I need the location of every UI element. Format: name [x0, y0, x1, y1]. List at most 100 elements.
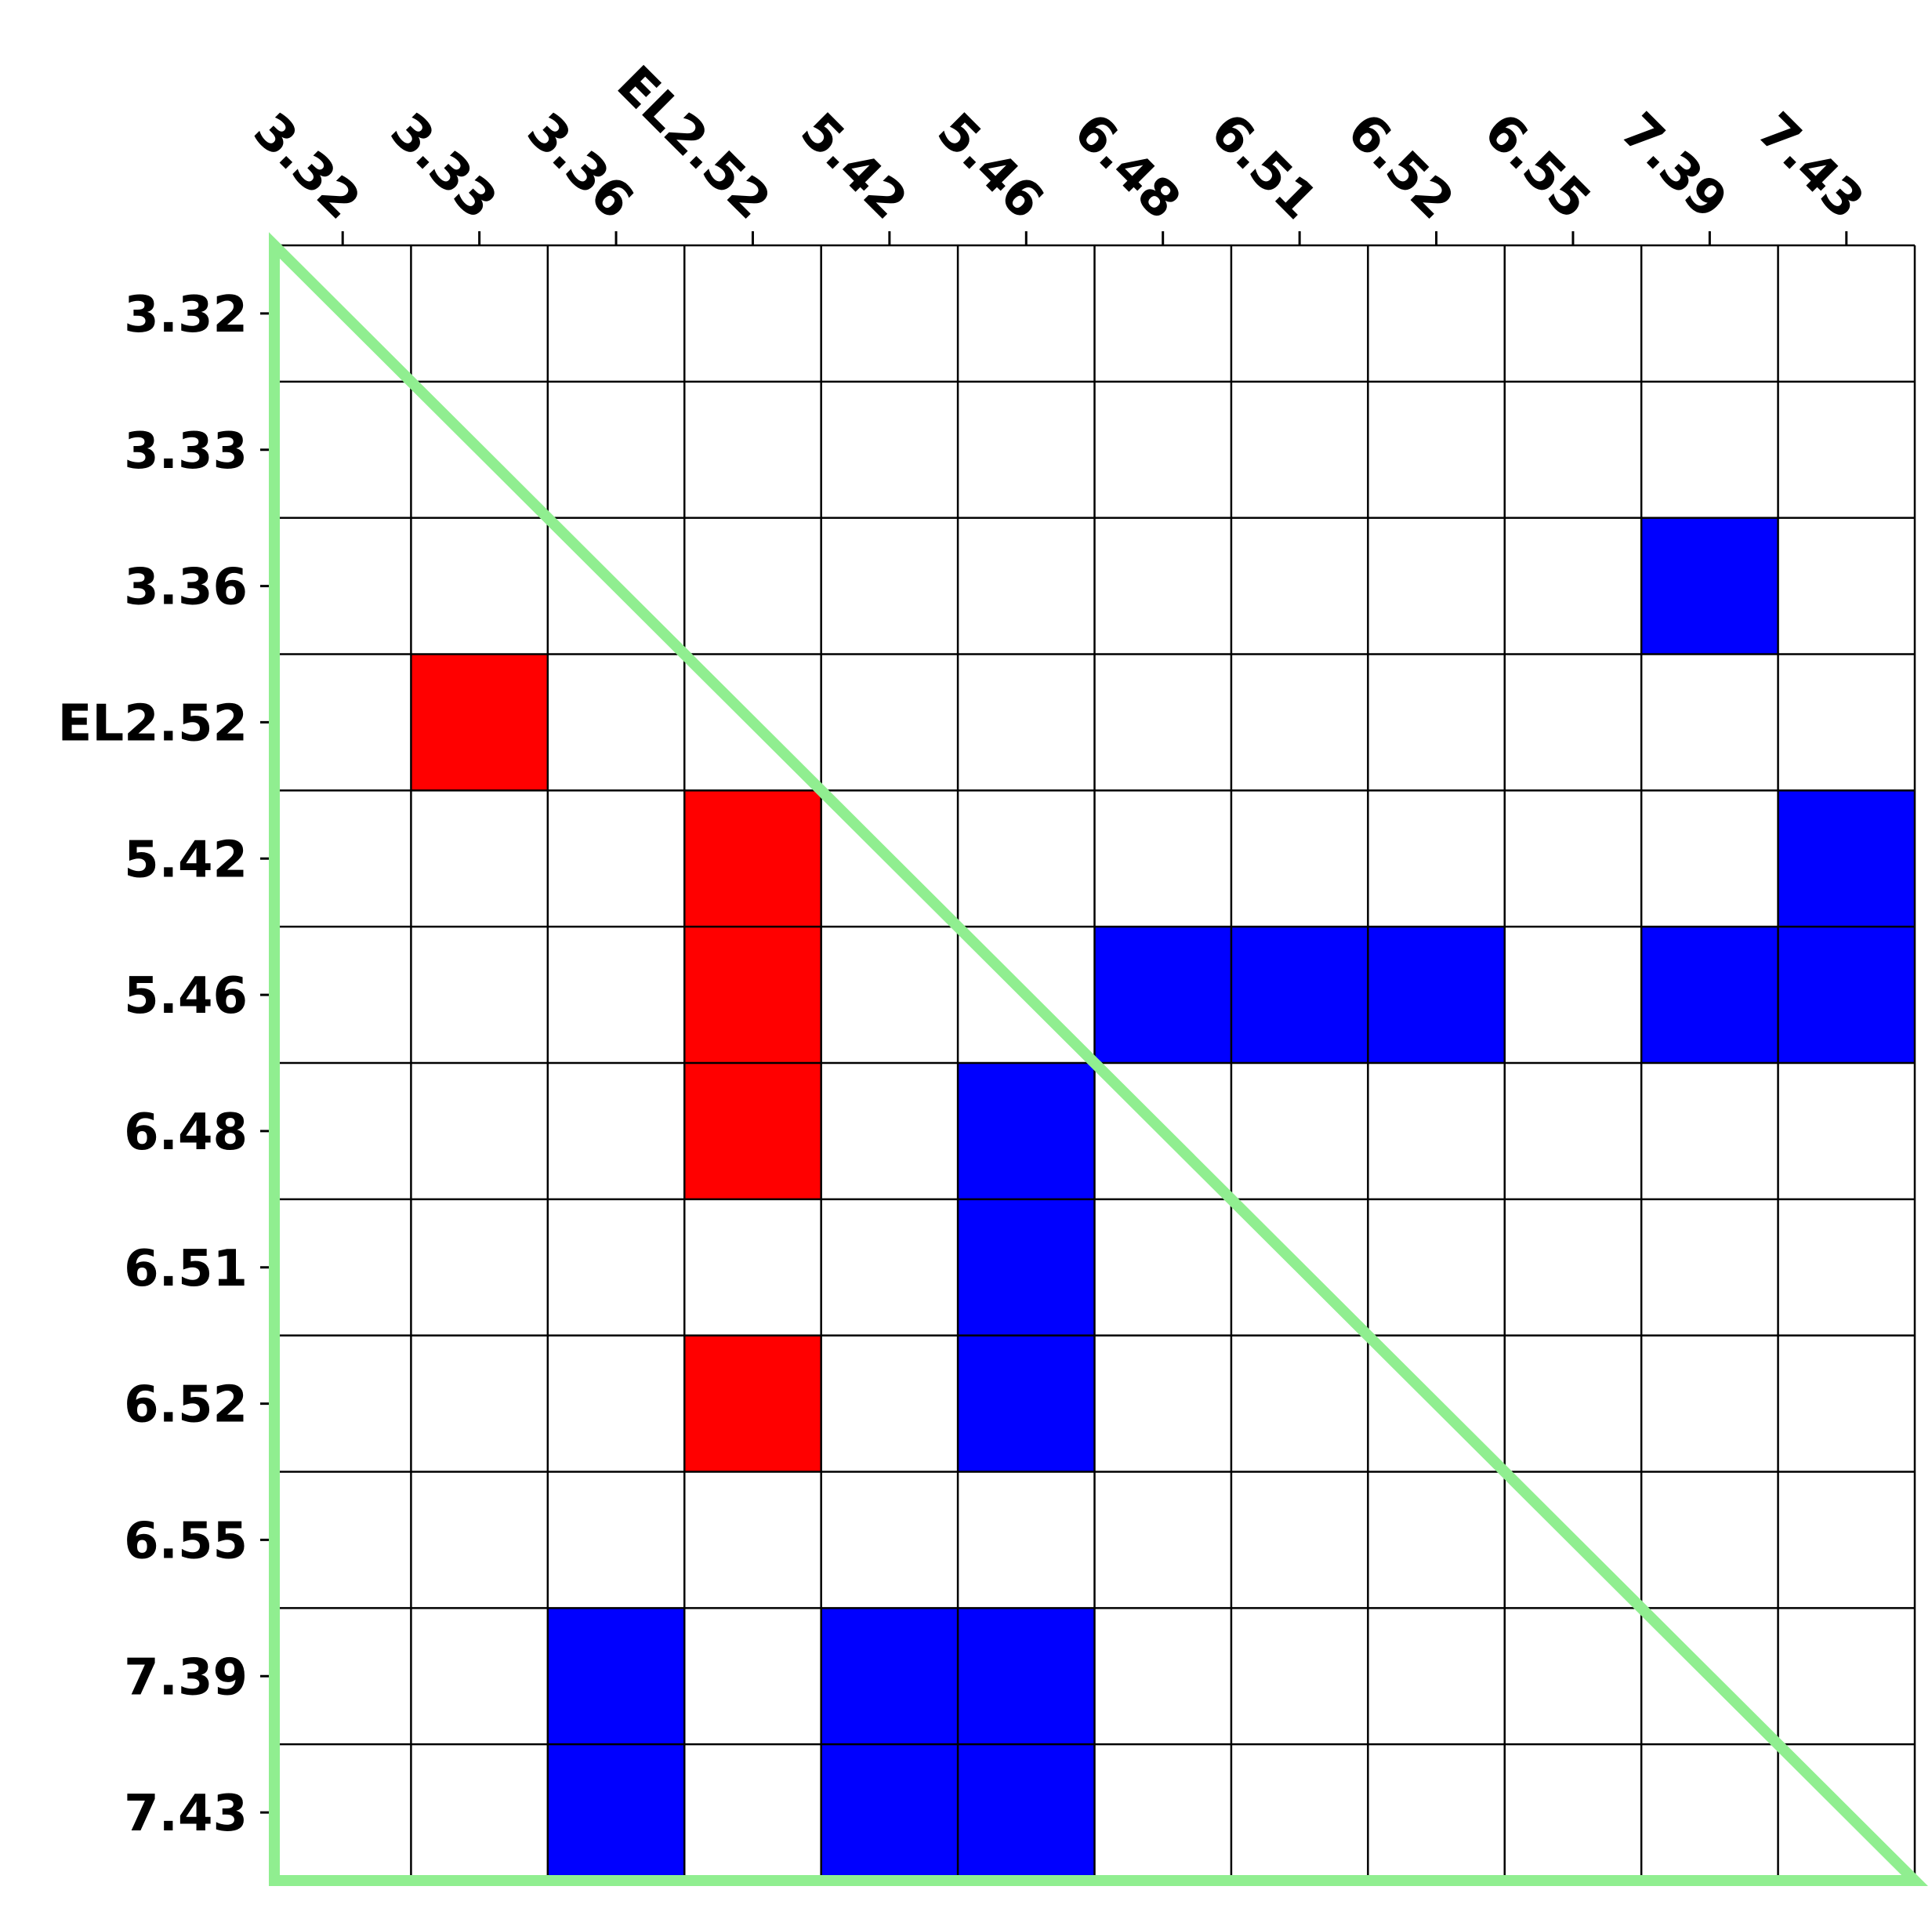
cell-r9-c8 — [1368, 1471, 1505, 1609]
cell-r5-c7 — [1231, 927, 1368, 1063]
cell-r0-c8 — [1368, 245, 1505, 382]
cell-r10-c7 — [1231, 1608, 1368, 1745]
cell-r3-c0 — [274, 654, 411, 791]
cell-r6-c9 — [1504, 1063, 1642, 1199]
cell-r1-c7 — [1231, 381, 1368, 518]
cell-r9-c10 — [1641, 1471, 1778, 1609]
x-tick-label: 6.55 — [1473, 102, 1601, 230]
cell-r3-c5 — [958, 654, 1095, 791]
cell-r4-c1 — [411, 790, 548, 927]
cell-r8-c1 — [411, 1335, 548, 1472]
cell-r1-c5 — [958, 381, 1095, 518]
cell-r2-c1 — [411, 517, 548, 655]
cell-r10-c6 — [1094, 1608, 1231, 1745]
cell-r6-c0 — [274, 1063, 411, 1199]
cell-r4-c9 — [1504, 790, 1642, 927]
cell-r4-c5 — [958, 790, 1095, 927]
cell-r1-c0 — [274, 381, 411, 518]
cell-r10-c5 — [958, 1608, 1095, 1745]
cell-r4-c11 — [1778, 790, 1915, 927]
cell-r3-c2 — [547, 654, 685, 791]
cell-r9-c0 — [274, 1471, 411, 1609]
cell-r4-c6 — [1094, 790, 1231, 927]
cell-r9-c7 — [1231, 1471, 1368, 1609]
triangle-outline — [269, 232, 1928, 1886]
cell-r10-c9 — [1504, 1608, 1642, 1745]
x-tick-label: 7.39 — [1609, 102, 1738, 230]
cell-r0-c3 — [684, 245, 821, 382]
cell-r6-c11 — [1778, 1063, 1915, 1199]
cell-r8-c5 — [958, 1335, 1095, 1472]
cell-r1-c11 — [1778, 381, 1915, 518]
cell-r3-c4 — [821, 654, 959, 791]
cell-r5-c10 — [1641, 927, 1778, 1063]
cell-r5-c3 — [684, 927, 821, 1063]
cell-r2-c5 — [958, 517, 1095, 655]
cell-r3-c11 — [1778, 654, 1915, 791]
cell-r8-c11 — [1778, 1335, 1915, 1472]
cell-r5-c4 — [821, 927, 959, 1063]
y-tick-label: 5.46 — [124, 967, 248, 1025]
cell-r7-c6 — [1094, 1199, 1231, 1336]
cell-r0-c11 — [1778, 245, 1915, 382]
cell-r7-c9 — [1504, 1199, 1642, 1336]
y-tick-label: 7.39 — [124, 1649, 248, 1707]
cell-r8-c10 — [1641, 1335, 1778, 1472]
cell-r6-c7 — [1231, 1063, 1368, 1199]
cell-r0-c6 — [1094, 245, 1231, 382]
cell-r8-c7 — [1231, 1335, 1368, 1472]
x-tick-label: EL2.52 — [606, 56, 781, 231]
cell-r6-c8 — [1368, 1063, 1505, 1199]
cell-r7-c1 — [411, 1199, 548, 1336]
cell-r2-c6 — [1094, 517, 1231, 655]
y-tick-label: 7.43 — [124, 1785, 248, 1843]
cell-r11-c5 — [958, 1744, 1095, 1881]
x-tick-label: 3.36 — [516, 102, 644, 230]
cell-r2-c11 — [1778, 517, 1915, 655]
x-tick-label: 7.43 — [1746, 102, 1875, 230]
cell-r4-c8 — [1368, 790, 1505, 927]
cell-r1-c8 — [1368, 381, 1505, 518]
cell-r9-c5 — [958, 1471, 1095, 1609]
cell-r11-c10 — [1641, 1744, 1778, 1881]
cell-r3-c9 — [1504, 654, 1642, 791]
cell-r6-c1 — [411, 1063, 548, 1199]
cell-r0-c2 — [547, 245, 685, 382]
cell-r5-c11 — [1778, 927, 1915, 1063]
cell-r9-c4 — [821, 1471, 959, 1609]
cell-r11-c3 — [684, 1744, 821, 1881]
cell-r8-c6 — [1094, 1335, 1231, 1472]
y-tick-labels: 3.32 3.33 3.36 EL2.52 5.42 5.46 6.48 6.51 6.52 6.… — [58, 286, 248, 1843]
cell-r3-c8 — [1368, 654, 1505, 791]
cell-r8-c2 — [547, 1335, 685, 1472]
cell-r1-c9 — [1504, 381, 1642, 518]
cell-r6-c3 — [684, 1063, 821, 1199]
cell-r7-c5 — [958, 1199, 1095, 1336]
y-tick-label: 6.48 — [124, 1104, 248, 1162]
y-tick-label: 5.42 — [124, 831, 248, 889]
cell-r5-c1 — [411, 927, 548, 1063]
cell-r2-c0 — [274, 517, 411, 655]
cell-r9-c6 — [1094, 1471, 1231, 1609]
cell-r9-c3 — [684, 1471, 821, 1609]
cell-r10-c3 — [684, 1608, 821, 1745]
cell-r1-c4 — [821, 381, 959, 518]
cell-r4-c10 — [1641, 790, 1778, 927]
cell-r0-c7 — [1231, 245, 1368, 382]
cell-r4-c3 — [684, 790, 821, 927]
cell-r7-c8 — [1368, 1199, 1505, 1336]
cell-r2-c3 — [684, 517, 821, 655]
cell-r5-c9 — [1504, 927, 1642, 1063]
y-tick-label: 3.33 — [124, 423, 248, 481]
cell-r10-c4 — [821, 1608, 959, 1745]
cell-r4-c2 — [547, 790, 685, 927]
cell-r11-c2 — [547, 1744, 685, 1881]
cell-r9-c2 — [547, 1471, 685, 1609]
cell-r0-c5 — [958, 245, 1095, 382]
cell-r2-c8 — [1368, 517, 1505, 655]
cell-r11-c1 — [411, 1744, 548, 1881]
cell-r10-c2 — [547, 1608, 685, 1745]
cell-r10-c11 — [1778, 1608, 1915, 1745]
